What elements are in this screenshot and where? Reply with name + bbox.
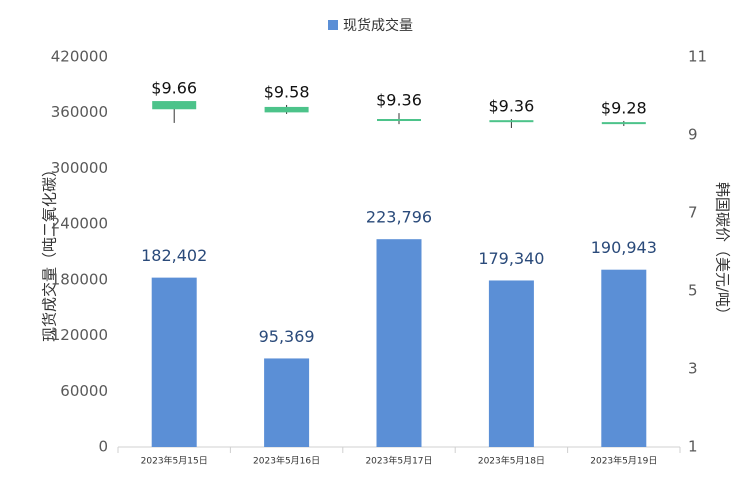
x-tick-label: 2023年5月16日 [253, 455, 320, 467]
y-tick-label: 420000 [51, 48, 108, 66]
data-label: $9.36 [376, 91, 422, 110]
x-tick-label: 2023年5月18日 [478, 455, 545, 467]
candle-body [377, 119, 421, 122]
candle-body [264, 106, 309, 113]
y2-tick-label: 7 [688, 204, 698, 222]
y-tick-label: 360000 [51, 103, 108, 121]
y2-axis-label: 韩国碳价（美元/吨） [714, 182, 732, 322]
legend-label: 现货成交量 [343, 17, 413, 34]
data-label: $9.58 [264, 82, 310, 101]
candle-body [489, 120, 534, 123]
y2-tick-label: 3 [688, 360, 698, 378]
y2-tick-label: 1 [688, 438, 698, 456]
candle-body [152, 101, 197, 110]
data-label: 182,402 [141, 246, 207, 265]
y-tick-label: 0 [98, 438, 108, 456]
data-label: $9.28 [601, 98, 647, 117]
bar [601, 269, 647, 447]
y2-tick-label: 11 [688, 48, 707, 66]
data-label: $9.36 [488, 97, 534, 116]
bar [376, 239, 422, 447]
bar [151, 277, 197, 447]
data-label: 95,369 [259, 327, 315, 346]
legend-swatch [328, 20, 338, 30]
y-tick-label: 240000 [51, 215, 108, 233]
y-tick-label: 300000 [51, 159, 108, 177]
data-label: $9.66 [151, 79, 197, 98]
bar [264, 358, 310, 447]
y-axis-label: 现货成交量（吨二氧化碳） [41, 162, 59, 342]
bar [488, 280, 534, 447]
x-tick-label: 2023年5月17日 [365, 455, 432, 467]
x-tick-label: 2023年5月15日 [141, 455, 208, 467]
data-label: 190,943 [591, 238, 657, 257]
candle-body [601, 122, 646, 125]
data-label: 179,340 [478, 249, 544, 268]
data-label: 223,796 [366, 208, 432, 227]
y-tick-label: 60000 [60, 382, 108, 400]
x-tick-label: 2023年5月19日 [590, 455, 657, 467]
y-tick-label: 180000 [51, 270, 108, 288]
y2-tick-label: 9 [688, 126, 698, 144]
y2-tick-label: 5 [688, 282, 698, 300]
y-tick-label: 120000 [51, 326, 108, 344]
